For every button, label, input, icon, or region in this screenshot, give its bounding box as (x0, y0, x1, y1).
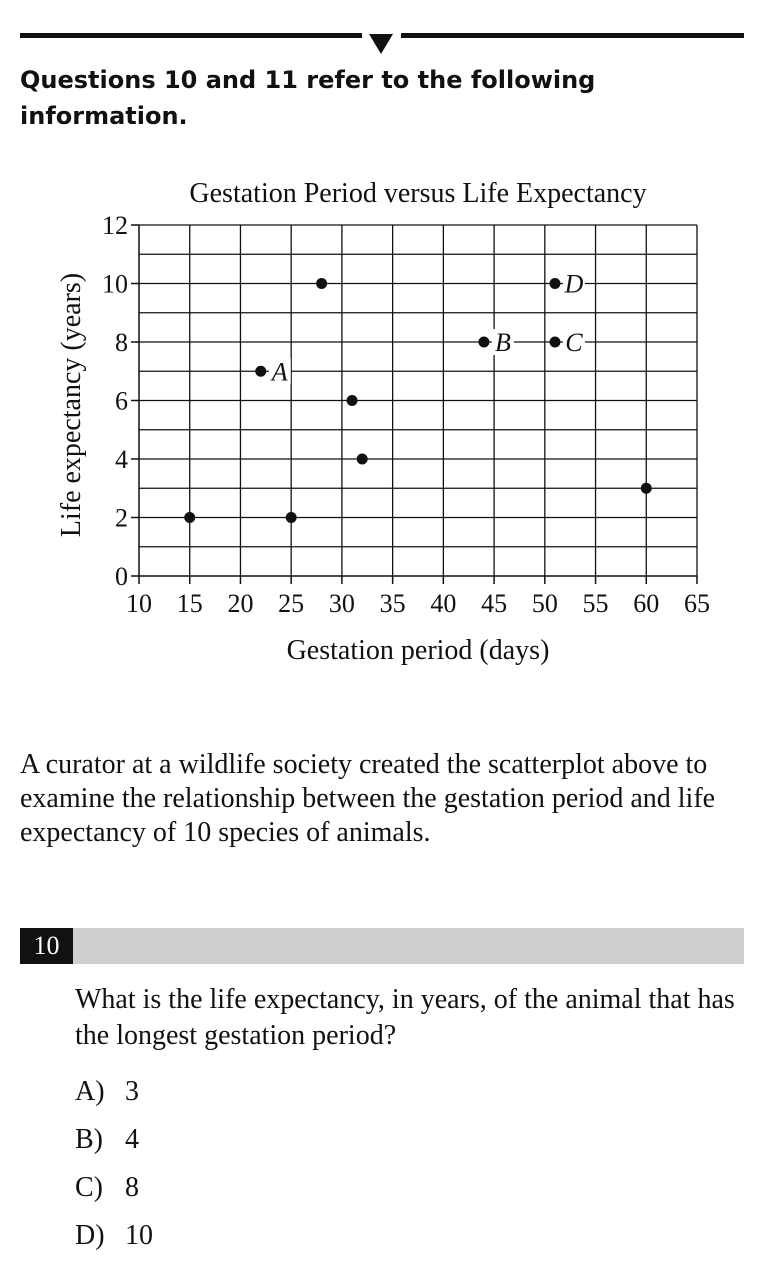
y-tick-label: 8 (115, 328, 128, 357)
header-rule-left (20, 33, 362, 38)
data-point (640, 482, 652, 494)
chart-points: A B CD (184, 270, 652, 523)
down-arrow-icon (369, 34, 393, 54)
x-tick-label: 30 (329, 589, 355, 618)
x-tick-label: 45 (481, 589, 507, 618)
data-point (255, 365, 267, 377)
x-tick-label: 15 (177, 589, 203, 618)
x-tick-label: 25 (278, 589, 304, 618)
answer-choices: A) 3 B) 4 C) 8 D) 10 (75, 1072, 153, 1264)
data-point (549, 336, 561, 348)
choice-a[interactable]: A) 3 (75, 1072, 153, 1120)
data-point (184, 512, 196, 523)
data-point (478, 336, 490, 348)
x-tick-label: 40 (430, 589, 456, 618)
data-point (356, 453, 368, 465)
question-text: What is the life expectancy, in years, o… (75, 984, 735, 1051)
point-label: C (565, 328, 583, 357)
y-tick-label: 2 (115, 504, 128, 533)
choice-value: 8 (125, 1172, 139, 1203)
x-tick-label: 60 (633, 589, 659, 618)
point-label: A (270, 357, 288, 386)
choice-c[interactable]: C) 8 (75, 1168, 153, 1216)
data-point (285, 512, 297, 523)
data-point (316, 278, 328, 289)
x-tick-label: 55 (583, 589, 609, 618)
chart-title: Gestation Period versus Life Expectancy (189, 178, 646, 209)
intro-heading: Questions 10 and 11 refer to the followi… (20, 66, 596, 130)
y-axis-label: Life expectancy (years) (56, 273, 87, 537)
x-tick-label: 35 (380, 589, 406, 618)
x-tick-label: 20 (227, 589, 253, 618)
choice-value: 3 (125, 1076, 139, 1107)
passage-text: A curator at a wildlife society created … (20, 749, 716, 848)
x-axis-label: Gestation period (days) (287, 635, 550, 666)
choice-value: 10 (125, 1220, 153, 1251)
x-tick-label: 10 (126, 589, 152, 618)
choice-letter: C) (75, 1172, 103, 1203)
choice-letter: B) (75, 1124, 103, 1155)
point-label-bg (491, 329, 514, 355)
choice-b[interactable]: B) 4 (75, 1120, 153, 1168)
choice-letter: A) (75, 1076, 105, 1107)
chart-ticks: 0 2 4 6 8 10 12 10 15 20 25 30 35 40 45 50 55 60 65 (102, 211, 710, 618)
x-tick-label: 65 (684, 589, 710, 618)
choice-d[interactable]: D) 10 (75, 1216, 153, 1264)
y-tick-label: 4 (115, 445, 128, 474)
choice-value: 4 (125, 1124, 139, 1155)
point-label: B (495, 328, 511, 357)
point-label-bg (562, 329, 585, 355)
y-tick-label: 12 (102, 211, 128, 240)
x-tick-label: 50 (532, 589, 558, 618)
data-point (549, 278, 561, 289)
choice-letter: D) (75, 1220, 105, 1251)
chart-grid (138, 224, 698, 577)
scatterplot: Gestation Period versus Life Expectancy … (56, 178, 710, 666)
y-tick-label: 0 (115, 562, 128, 591)
point-label-bg (268, 358, 291, 385)
y-tick-label: 6 (115, 387, 128, 416)
y-tick-label: 10 (102, 270, 128, 299)
point-label: D (564, 270, 584, 299)
question-bar: 10 (20, 928, 744, 964)
header-rule-right (401, 33, 744, 38)
data-point (346, 395, 358, 406)
point-label-bg (562, 270, 585, 297)
question-number: 10 (20, 928, 73, 964)
